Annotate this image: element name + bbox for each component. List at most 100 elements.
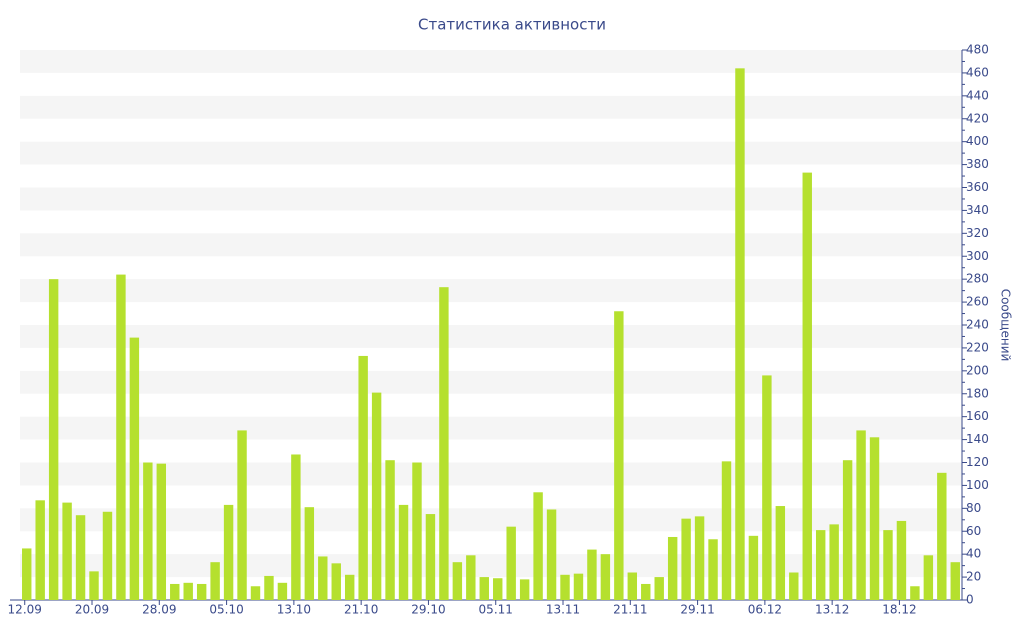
x-tick-label: 21.10 [344,603,378,617]
bar [237,430,247,600]
y-tick-label: 260 [966,295,989,309]
bar [129,337,140,600]
y-tick-label: 480 [966,43,989,57]
y-tick-label: 200 [966,363,989,377]
y-tick-label: 180 [966,386,989,400]
y-tick-label: 360 [966,180,989,194]
bar [62,502,72,600]
y-tick-label: 340 [966,203,989,217]
y-tick-label: 460 [966,65,989,79]
bar [775,506,786,600]
bar [116,274,126,600]
bar [533,492,543,600]
bar [587,549,597,600]
y-tick-label: 280 [966,272,989,286]
bar [452,562,463,600]
grid-band [20,370,962,394]
x-tick-label: 29.10 [411,603,445,617]
bar [735,68,745,601]
y-tick-label: 100 [966,478,989,492]
bar [264,575,274,600]
bar [439,287,449,600]
bar [910,586,920,600]
bar [210,562,220,600]
bar [762,375,772,600]
bar [573,573,584,600]
bar [667,536,678,600]
bar [479,577,489,600]
bar [681,518,691,600]
x-tick-label: 12.09 [8,603,42,617]
bar [519,579,530,600]
bar [48,279,59,600]
y-tick-label: 220 [966,340,989,354]
y-tick-label: 40 [966,547,981,561]
bar [506,526,516,600]
y-tick-label: 120 [966,455,989,469]
bar [398,504,409,600]
bar [344,574,355,600]
bar [721,461,732,600]
y-tick-label: 160 [966,409,989,423]
bar [385,460,395,600]
bar [694,516,705,600]
y-tick-label: 380 [966,157,989,171]
y-tick-label: 440 [966,88,989,102]
bar [304,507,315,600]
bar [641,583,651,600]
bar [614,311,624,600]
x-tick-label: 21.11 [613,603,647,617]
x-tick-label: 05.10 [209,603,243,617]
bar [102,511,113,600]
y-tick-label: 320 [966,226,989,240]
bar [291,454,301,600]
bar [896,520,907,600]
grid-band [20,187,962,211]
bar [75,515,86,600]
bar [748,535,759,600]
bar [869,437,880,600]
bar [937,472,947,600]
bar [331,563,341,600]
grid-band [20,50,962,73]
y-tick-label: 140 [966,432,989,446]
bar [829,524,839,600]
bar [802,172,812,600]
bar [856,430,866,600]
bar [223,504,234,600]
bar [318,556,328,600]
grid-band [20,141,962,165]
y-tick-label: 60 [966,524,981,538]
x-tick-label: 20.09 [75,603,109,617]
bar [923,555,934,600]
grid-band [20,279,962,303]
x-tick-label: 05.11 [479,603,513,617]
bar [546,509,557,600]
bar [89,571,99,600]
bar [35,500,45,600]
bar [708,539,718,600]
bar [815,530,826,600]
chart-title: Статистика активности [418,16,606,34]
x-tick-label: 28.09 [142,603,176,617]
bar [22,548,32,600]
y-tick-label: 240 [966,318,989,332]
bar [170,583,180,600]
bar [196,583,207,600]
bar [143,462,153,600]
bar [627,572,638,600]
bar [493,578,503,600]
grid-band [20,95,962,119]
x-tick-label: 06.12 [748,603,782,617]
bar [425,514,436,600]
bar [183,582,193,600]
x-tick-label: 13.10 [277,603,311,617]
grid-band [20,325,962,348]
bar [466,555,476,600]
x-tick-label: 18.12 [882,603,916,617]
bar [600,554,611,600]
y-tick-label: 420 [966,111,989,125]
bar [842,460,853,600]
bar [950,562,960,600]
